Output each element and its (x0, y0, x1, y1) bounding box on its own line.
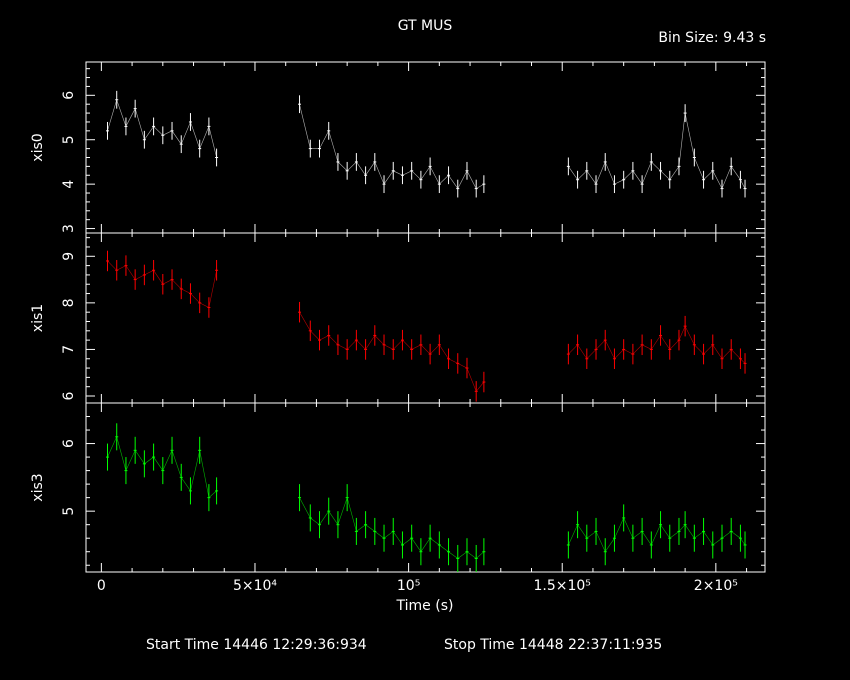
x-tick-label: 2×10⁵ (694, 578, 738, 594)
start-time: Start Time 14446 12:29:36:934 (146, 637, 367, 653)
bin-size-label: Bin Size: 9.43 s (658, 30, 766, 46)
xis0-series-trace (568, 113, 746, 190)
xis0-series-trace (299, 104, 485, 190)
xis1-y-tick-label: 9 (61, 252, 77, 261)
xis0-y-tick-label: 3 (61, 224, 77, 233)
xis1-series-trace (568, 325, 746, 364)
xis0-y-axis-label: xis0 (30, 133, 46, 161)
xis3-y-tick-label: 5 (61, 507, 77, 516)
xis0-series-trace (107, 98, 217, 158)
xis1-y-tick-label: 6 (61, 391, 77, 400)
xis3-series-trace (107, 435, 217, 499)
xis1-y-axis-label: xis1 (30, 304, 46, 332)
xis0-y-tick-label: 5 (61, 135, 77, 144)
xis1-y-tick-label: 7 (61, 345, 77, 354)
xis0-y-tick-label: 6 (61, 91, 77, 100)
xis3-series-trace (568, 517, 746, 553)
panels-group: 3 4 5 6 xis0 6 7 8 9 xis1 5 6 xis3 0 5×10⁴ 10⁵ 1.5×10⁵ 2×… (30, 61, 766, 594)
x-tick-label: 5×10⁴ (233, 578, 277, 594)
xis1-series-trace (299, 312, 485, 392)
chart-title: GT MUS (397, 18, 453, 34)
xis1-series-trace (107, 260, 217, 308)
xis0-y-tick-label: 4 (61, 180, 77, 189)
xis1-y-tick-label: 8 (61, 298, 77, 307)
xis3-y-tick-label: 6 (61, 439, 77, 448)
x-tick-label: 1.5×10⁵ (534, 578, 591, 594)
xis0-frame (85, 61, 766, 234)
stop-time: Stop Time 14448 22:37:11:935 (444, 637, 663, 653)
xis1-frame (85, 232, 766, 404)
xis3-y-axis-label: xis3 (30, 473, 46, 501)
x-tick-label: 0 (97, 578, 106, 594)
xis3-series-trace (299, 496, 485, 559)
x-tick-label: 10⁵ (397, 578, 420, 594)
x-axis-label: Time (s) (396, 598, 454, 614)
xis3-frame (85, 402, 766, 573)
